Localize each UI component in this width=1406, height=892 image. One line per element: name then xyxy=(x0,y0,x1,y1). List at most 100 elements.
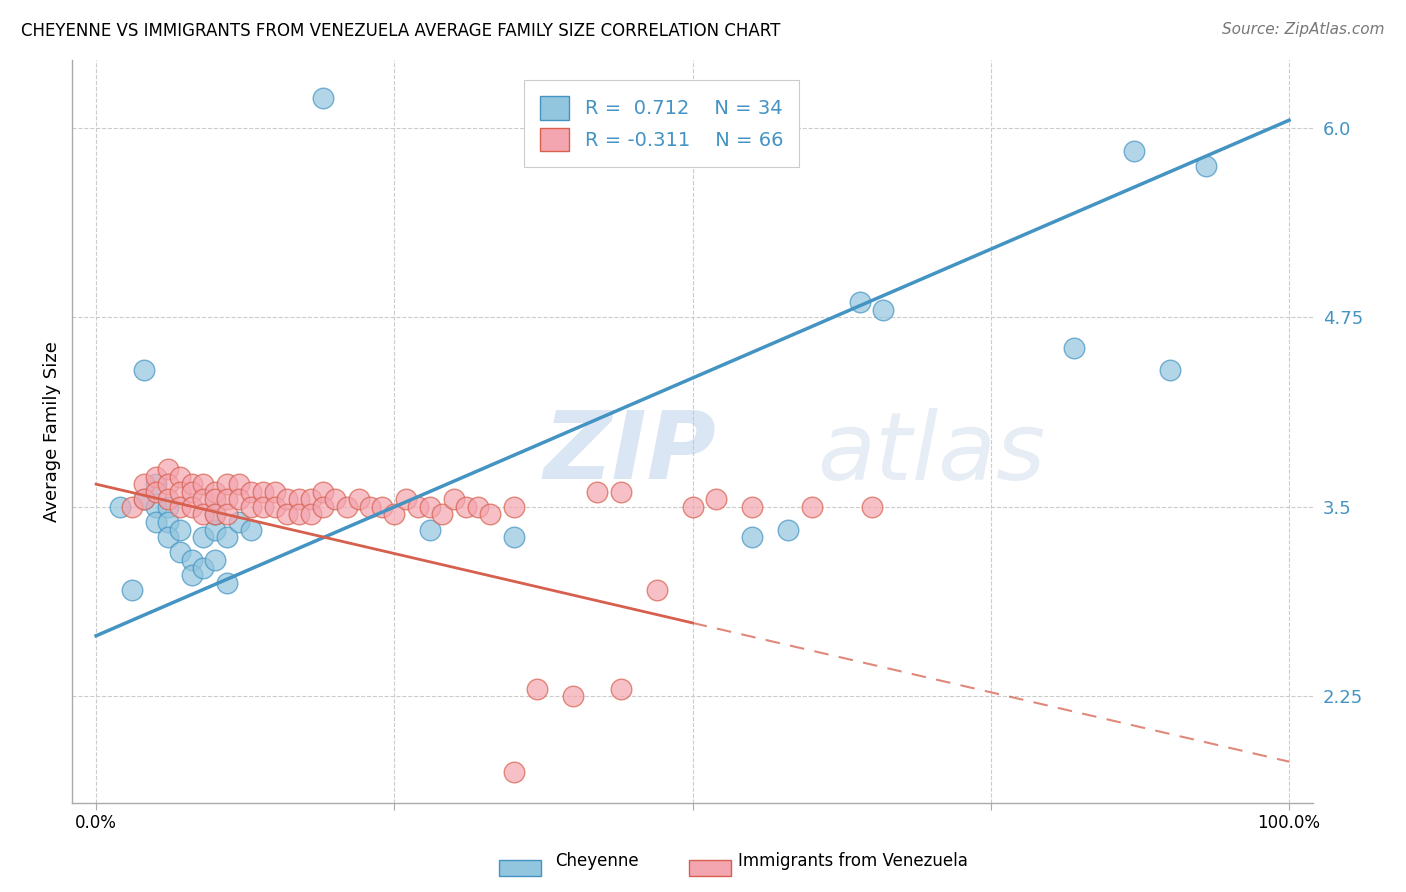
Point xyxy=(478,508,501,522)
Point xyxy=(180,500,202,514)
Point xyxy=(156,515,179,529)
Point xyxy=(240,523,263,537)
Point xyxy=(180,484,202,499)
Point xyxy=(848,295,870,310)
Point xyxy=(312,500,335,514)
Point xyxy=(169,500,191,514)
Point xyxy=(371,500,394,514)
Point xyxy=(145,477,167,491)
Point xyxy=(169,484,191,499)
Point xyxy=(860,500,883,514)
Point xyxy=(145,515,167,529)
Point xyxy=(204,492,226,507)
Text: atlas: atlas xyxy=(817,408,1045,499)
Point xyxy=(156,530,179,544)
Point xyxy=(706,492,728,507)
Text: Cheyenne: Cheyenne xyxy=(555,852,638,870)
Point xyxy=(359,500,381,514)
Point xyxy=(204,523,226,537)
Point xyxy=(419,500,441,514)
Point xyxy=(217,530,239,544)
Point xyxy=(132,477,155,491)
Point xyxy=(1159,363,1181,377)
Point xyxy=(502,500,524,514)
Point xyxy=(395,492,418,507)
Point xyxy=(180,568,202,582)
Point xyxy=(419,523,441,537)
Point xyxy=(217,477,239,491)
Point xyxy=(264,484,287,499)
Point xyxy=(1194,159,1216,173)
Point xyxy=(121,583,143,598)
Point xyxy=(121,500,143,514)
Point xyxy=(193,560,215,574)
Point xyxy=(228,477,250,491)
Point xyxy=(682,500,704,514)
Point xyxy=(467,500,489,514)
Point xyxy=(228,492,250,507)
Point xyxy=(454,500,477,514)
Point xyxy=(1123,144,1146,158)
Text: Immigrants from Venezuela: Immigrants from Venezuela xyxy=(738,852,967,870)
Point xyxy=(562,690,585,704)
Point xyxy=(312,90,335,104)
Point xyxy=(347,492,370,507)
Point xyxy=(776,523,799,537)
Point xyxy=(288,492,311,507)
Point xyxy=(240,500,263,514)
Point xyxy=(156,477,179,491)
Point xyxy=(299,508,322,522)
Point xyxy=(204,553,226,567)
Point xyxy=(204,508,226,522)
Text: Source: ZipAtlas.com: Source: ZipAtlas.com xyxy=(1222,22,1385,37)
Point xyxy=(406,500,429,514)
Point xyxy=(108,500,131,514)
Point xyxy=(240,484,263,499)
Point xyxy=(145,469,167,483)
Text: ZIP: ZIP xyxy=(544,408,717,500)
Point xyxy=(156,500,179,514)
Point xyxy=(169,545,191,559)
Point xyxy=(502,530,524,544)
Point xyxy=(1063,341,1085,355)
Point xyxy=(252,484,274,499)
Point xyxy=(382,508,405,522)
Point xyxy=(276,492,298,507)
Point xyxy=(264,500,287,514)
Point xyxy=(193,508,215,522)
Point xyxy=(872,302,894,317)
Point xyxy=(645,583,668,598)
Point xyxy=(132,492,155,507)
Legend: R =  0.712    N = 34, R = -0.311    N = 66: R = 0.712 N = 34, R = -0.311 N = 66 xyxy=(524,80,799,167)
Point xyxy=(800,500,823,514)
Point xyxy=(132,492,155,507)
Point xyxy=(169,469,191,483)
Point xyxy=(193,530,215,544)
Point xyxy=(312,484,335,499)
Point xyxy=(228,515,250,529)
Point xyxy=(276,508,298,522)
Point xyxy=(132,363,155,377)
Point xyxy=(299,492,322,507)
Point xyxy=(217,508,239,522)
Point xyxy=(430,508,453,522)
Point xyxy=(526,681,548,696)
Point xyxy=(204,508,226,522)
Text: CHEYENNE VS IMMIGRANTS FROM VENEZUELA AVERAGE FAMILY SIZE CORRELATION CHART: CHEYENNE VS IMMIGRANTS FROM VENEZUELA AV… xyxy=(21,22,780,40)
Point xyxy=(252,500,274,514)
Point xyxy=(323,492,346,507)
Point xyxy=(193,477,215,491)
Point xyxy=(193,492,215,507)
Point xyxy=(145,484,167,499)
Point xyxy=(145,500,167,514)
Point xyxy=(217,575,239,590)
Point xyxy=(204,484,226,499)
Point xyxy=(741,500,763,514)
Point xyxy=(443,492,465,507)
Point xyxy=(610,484,633,499)
Point xyxy=(217,492,239,507)
Y-axis label: Average Family Size: Average Family Size xyxy=(44,341,60,522)
Point xyxy=(586,484,609,499)
Point xyxy=(336,500,359,514)
Point xyxy=(156,462,179,476)
